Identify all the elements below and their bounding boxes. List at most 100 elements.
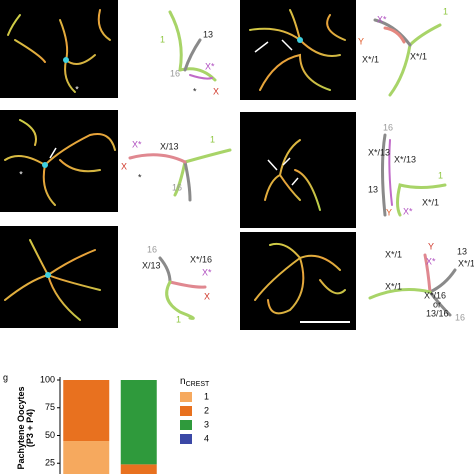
diagram-label: 1	[443, 6, 448, 16]
diagram-label: X*	[377, 14, 387, 24]
micrograph-b	[0, 110, 118, 212]
arrow	[267, 157, 299, 186]
chromosome	[183, 160, 192, 202]
diagram-label: X/13	[142, 260, 161, 270]
diagram-label: or	[433, 299, 441, 309]
y-tick-label: 50	[45, 430, 55, 440]
micrographs	[0, 0, 356, 330]
diagram-label: 13	[368, 184, 378, 194]
diagrams	[128, 10, 457, 320]
chromosome	[189, 74, 213, 80]
micrograph-a	[0, 0, 118, 98]
chromosome	[381, 133, 387, 217]
chromosome	[158, 256, 172, 284]
diagram-label: X/13	[160, 141, 179, 151]
y-axis-title: Pachytene Oocytes(P3 + P4)	[16, 386, 35, 469]
signal	[297, 37, 303, 43]
y-tick-label: 75	[45, 402, 55, 412]
diagram-label: X*/1	[422, 197, 439, 207]
signal	[63, 57, 69, 63]
chromosome	[383, 26, 406, 44]
diagram-label: 13	[457, 246, 467, 256]
diagram-label: *	[193, 86, 197, 96]
diagram-label: 1	[438, 170, 443, 180]
bar-segment	[120, 464, 157, 474]
diagram-label: X*/13	[458, 258, 474, 268]
diagram-label: 13/16	[426, 308, 449, 318]
diagram-label: Y	[358, 36, 364, 46]
legend-swatch	[180, 434, 192, 444]
chromosome	[128, 153, 187, 164]
diagram-label: 1	[176, 314, 181, 324]
diagram-label: 1	[160, 34, 165, 44]
panel-label: e	[243, 114, 248, 124]
diagram-label: X*	[403, 206, 413, 216]
bar-segment	[120, 380, 157, 465]
diagram-label: X*	[202, 267, 212, 277]
signal	[42, 162, 48, 168]
diagram-label: X*	[132, 139, 142, 149]
diagram-label: 13	[203, 29, 213, 39]
diagram-label: X*/16	[424, 290, 446, 300]
fiber	[264, 139, 321, 211]
micrograph-c	[0, 226, 118, 328]
micrograph-f	[240, 232, 356, 330]
diagram-label: Y	[386, 207, 392, 217]
chromosome	[396, 183, 447, 217]
diagram-label: X*/16	[190, 254, 212, 264]
bar-chart: 25 50 75 100 Pachytene Oocytes(P3 + P4) nCRES…	[16, 374, 210, 474]
micrograph-e	[240, 112, 356, 228]
diagram-label: X	[213, 86, 219, 96]
diagram-label: 16	[147, 244, 157, 254]
fiber	[254, 242, 346, 315]
diagram-label: X*/13	[394, 154, 416, 164]
diagram-label: X*/1	[410, 51, 427, 61]
diagram-label: 1	[210, 134, 215, 144]
chromosome	[168, 280, 207, 289]
bar-segment	[63, 441, 110, 474]
arrow	[254, 39, 293, 53]
chromosome	[388, 139, 393, 206]
diagram-label: 16	[455, 312, 465, 322]
diagram-label: 16	[170, 68, 180, 78]
micrograph-d	[240, 0, 356, 100]
legend-title-part: n	[180, 376, 186, 387]
panel-label: g	[3, 372, 8, 382]
chromosome	[183, 38, 202, 72]
panel-label: b	[3, 114, 8, 124]
asterisk: *	[75, 84, 79, 94]
plot	[63, 380, 157, 474]
y-tick-label: 25	[45, 458, 55, 468]
y-tick-label: 100	[40, 374, 55, 384]
chromosome	[373, 18, 412, 47]
legend-swatch	[180, 392, 192, 402]
y-axis-title-line: Pachytene Oocytes	[16, 386, 26, 469]
signal	[45, 272, 51, 278]
legend-swatch	[180, 406, 192, 416]
chromosome	[165, 280, 195, 320]
legend-label: 2	[204, 405, 209, 415]
panel-label: f	[243, 234, 246, 244]
diagram-label: X*	[426, 256, 436, 266]
diagram-label: X*/13	[368, 147, 390, 157]
fiber	[4, 119, 116, 206]
diagram-label: Y	[428, 241, 434, 251]
diagram-label: X*/1	[385, 249, 402, 259]
diagram-label: X*/1	[385, 281, 402, 291]
diagram-label: X	[121, 161, 127, 171]
y-axis-title-line: (P3 + P4)	[25, 409, 35, 447]
legend-label: 3	[204, 419, 209, 429]
diagram-label: X	[204, 291, 210, 301]
diagram-label: X*	[205, 61, 215, 71]
diagram-label: 16	[172, 182, 182, 192]
chromosome	[173, 148, 232, 197]
legend-title: nCREST	[180, 376, 210, 388]
arrow	[49, 147, 57, 159]
bar-segment	[63, 380, 110, 442]
chromosome	[368, 288, 432, 300]
diagram-label: *	[138, 172, 142, 182]
legend-label: 4	[204, 433, 209, 443]
legend-swatch	[180, 420, 192, 430]
legend-title-part: CREST	[186, 381, 210, 388]
